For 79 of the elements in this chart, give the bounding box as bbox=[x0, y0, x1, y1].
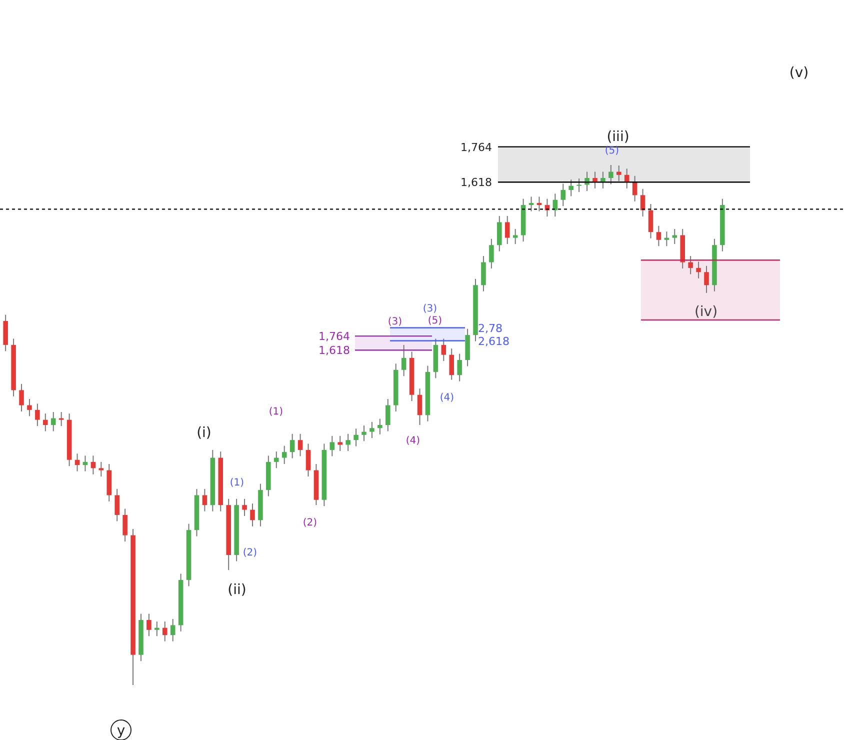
candlestick bbox=[58, 412, 64, 427]
candlestick bbox=[154, 621, 160, 637]
candlestick bbox=[664, 231, 670, 247]
candlestick bbox=[616, 165, 622, 182]
candlestick bbox=[560, 183, 566, 207]
candlestick bbox=[122, 508, 128, 542]
annotation: (5) bbox=[428, 316, 442, 326]
candlestick bbox=[298, 433, 303, 457]
annotation: (i) bbox=[196, 424, 212, 441]
candlestick bbox=[146, 613, 152, 637]
candlestick bbox=[250, 503, 255, 527]
candlestick bbox=[696, 261, 701, 279]
annotation: 2,78 bbox=[478, 322, 502, 335]
candlestick bbox=[704, 265, 709, 294]
candlestick bbox=[528, 196, 534, 212]
candlestick bbox=[290, 433, 295, 459]
candlestick bbox=[536, 196, 542, 212]
candlestick bbox=[98, 461, 104, 477]
annotation: (3) bbox=[388, 316, 402, 328]
annotation: (ii) bbox=[228, 582, 246, 598]
candlestick bbox=[338, 435, 342, 452]
candlestick bbox=[489, 238, 494, 269]
text: 1,764 bbox=[460, 140, 492, 154]
candlestick bbox=[688, 256, 693, 275]
candlestick bbox=[50, 412, 56, 432]
annotation: 1,764 bbox=[318, 330, 350, 343]
candlestick bbox=[370, 421, 374, 438]
candlestick bbox=[648, 204, 654, 239]
candlestick bbox=[43, 413, 48, 432]
candlestick bbox=[3, 314, 8, 352]
candlestick bbox=[306, 443, 311, 477]
candlestick bbox=[162, 621, 168, 642]
text: (5) bbox=[604, 146, 620, 156]
candlestick bbox=[74, 453, 80, 472]
candlestick bbox=[504, 215, 510, 245]
text: (v) bbox=[789, 64, 809, 81]
candlestick bbox=[386, 398, 390, 432]
candlestick bbox=[354, 428, 358, 447]
candlestick bbox=[497, 215, 502, 252]
candlestick bbox=[346, 433, 350, 452]
annotation: (1) bbox=[268, 406, 284, 418]
annotation: (iv) bbox=[694, 304, 718, 320]
candlestick bbox=[568, 179, 574, 197]
candlestick bbox=[170, 618, 176, 642]
candlestick bbox=[656, 225, 662, 247]
candlestick bbox=[417, 388, 422, 426]
annotation: (4) bbox=[406, 436, 420, 446]
annotation: (2) bbox=[302, 518, 318, 528]
candlestick bbox=[481, 256, 486, 292]
candlestick bbox=[27, 398, 32, 417]
annotation: (1) bbox=[230, 478, 244, 488]
text: (iii) bbox=[606, 128, 630, 145]
candlestick bbox=[512, 228, 518, 245]
candlestick bbox=[274, 451, 279, 469]
annotation: (3) bbox=[422, 304, 438, 314]
candlestick bbox=[401, 344, 406, 377]
candlestick bbox=[457, 353, 462, 382]
annotation: (2) bbox=[242, 548, 258, 558]
candlestick bbox=[608, 164, 614, 185]
candlestick bbox=[441, 338, 446, 362]
candlestick bbox=[378, 418, 382, 435]
candlestick bbox=[82, 455, 88, 472]
candlestick bbox=[576, 178, 582, 193]
candlestick bbox=[672, 228, 678, 245]
candlestick bbox=[35, 403, 40, 427]
annotation: (4) bbox=[440, 392, 454, 404]
annotation: 1,618 bbox=[460, 176, 492, 189]
candlestick bbox=[282, 445, 287, 464]
annotation: 2,618 bbox=[478, 334, 510, 348]
candlestick bbox=[202, 488, 208, 512]
candlestick bbox=[449, 348, 454, 380]
candlestick bbox=[330, 435, 335, 457]
candlestick bbox=[114, 488, 120, 522]
text: y bbox=[116, 722, 126, 739]
candlestick bbox=[90, 455, 96, 475]
candlestick bbox=[242, 498, 247, 516]
candlestick bbox=[19, 383, 24, 412]
candlestick bbox=[362, 425, 366, 442]
annotation: 1,618 bbox=[318, 344, 350, 357]
